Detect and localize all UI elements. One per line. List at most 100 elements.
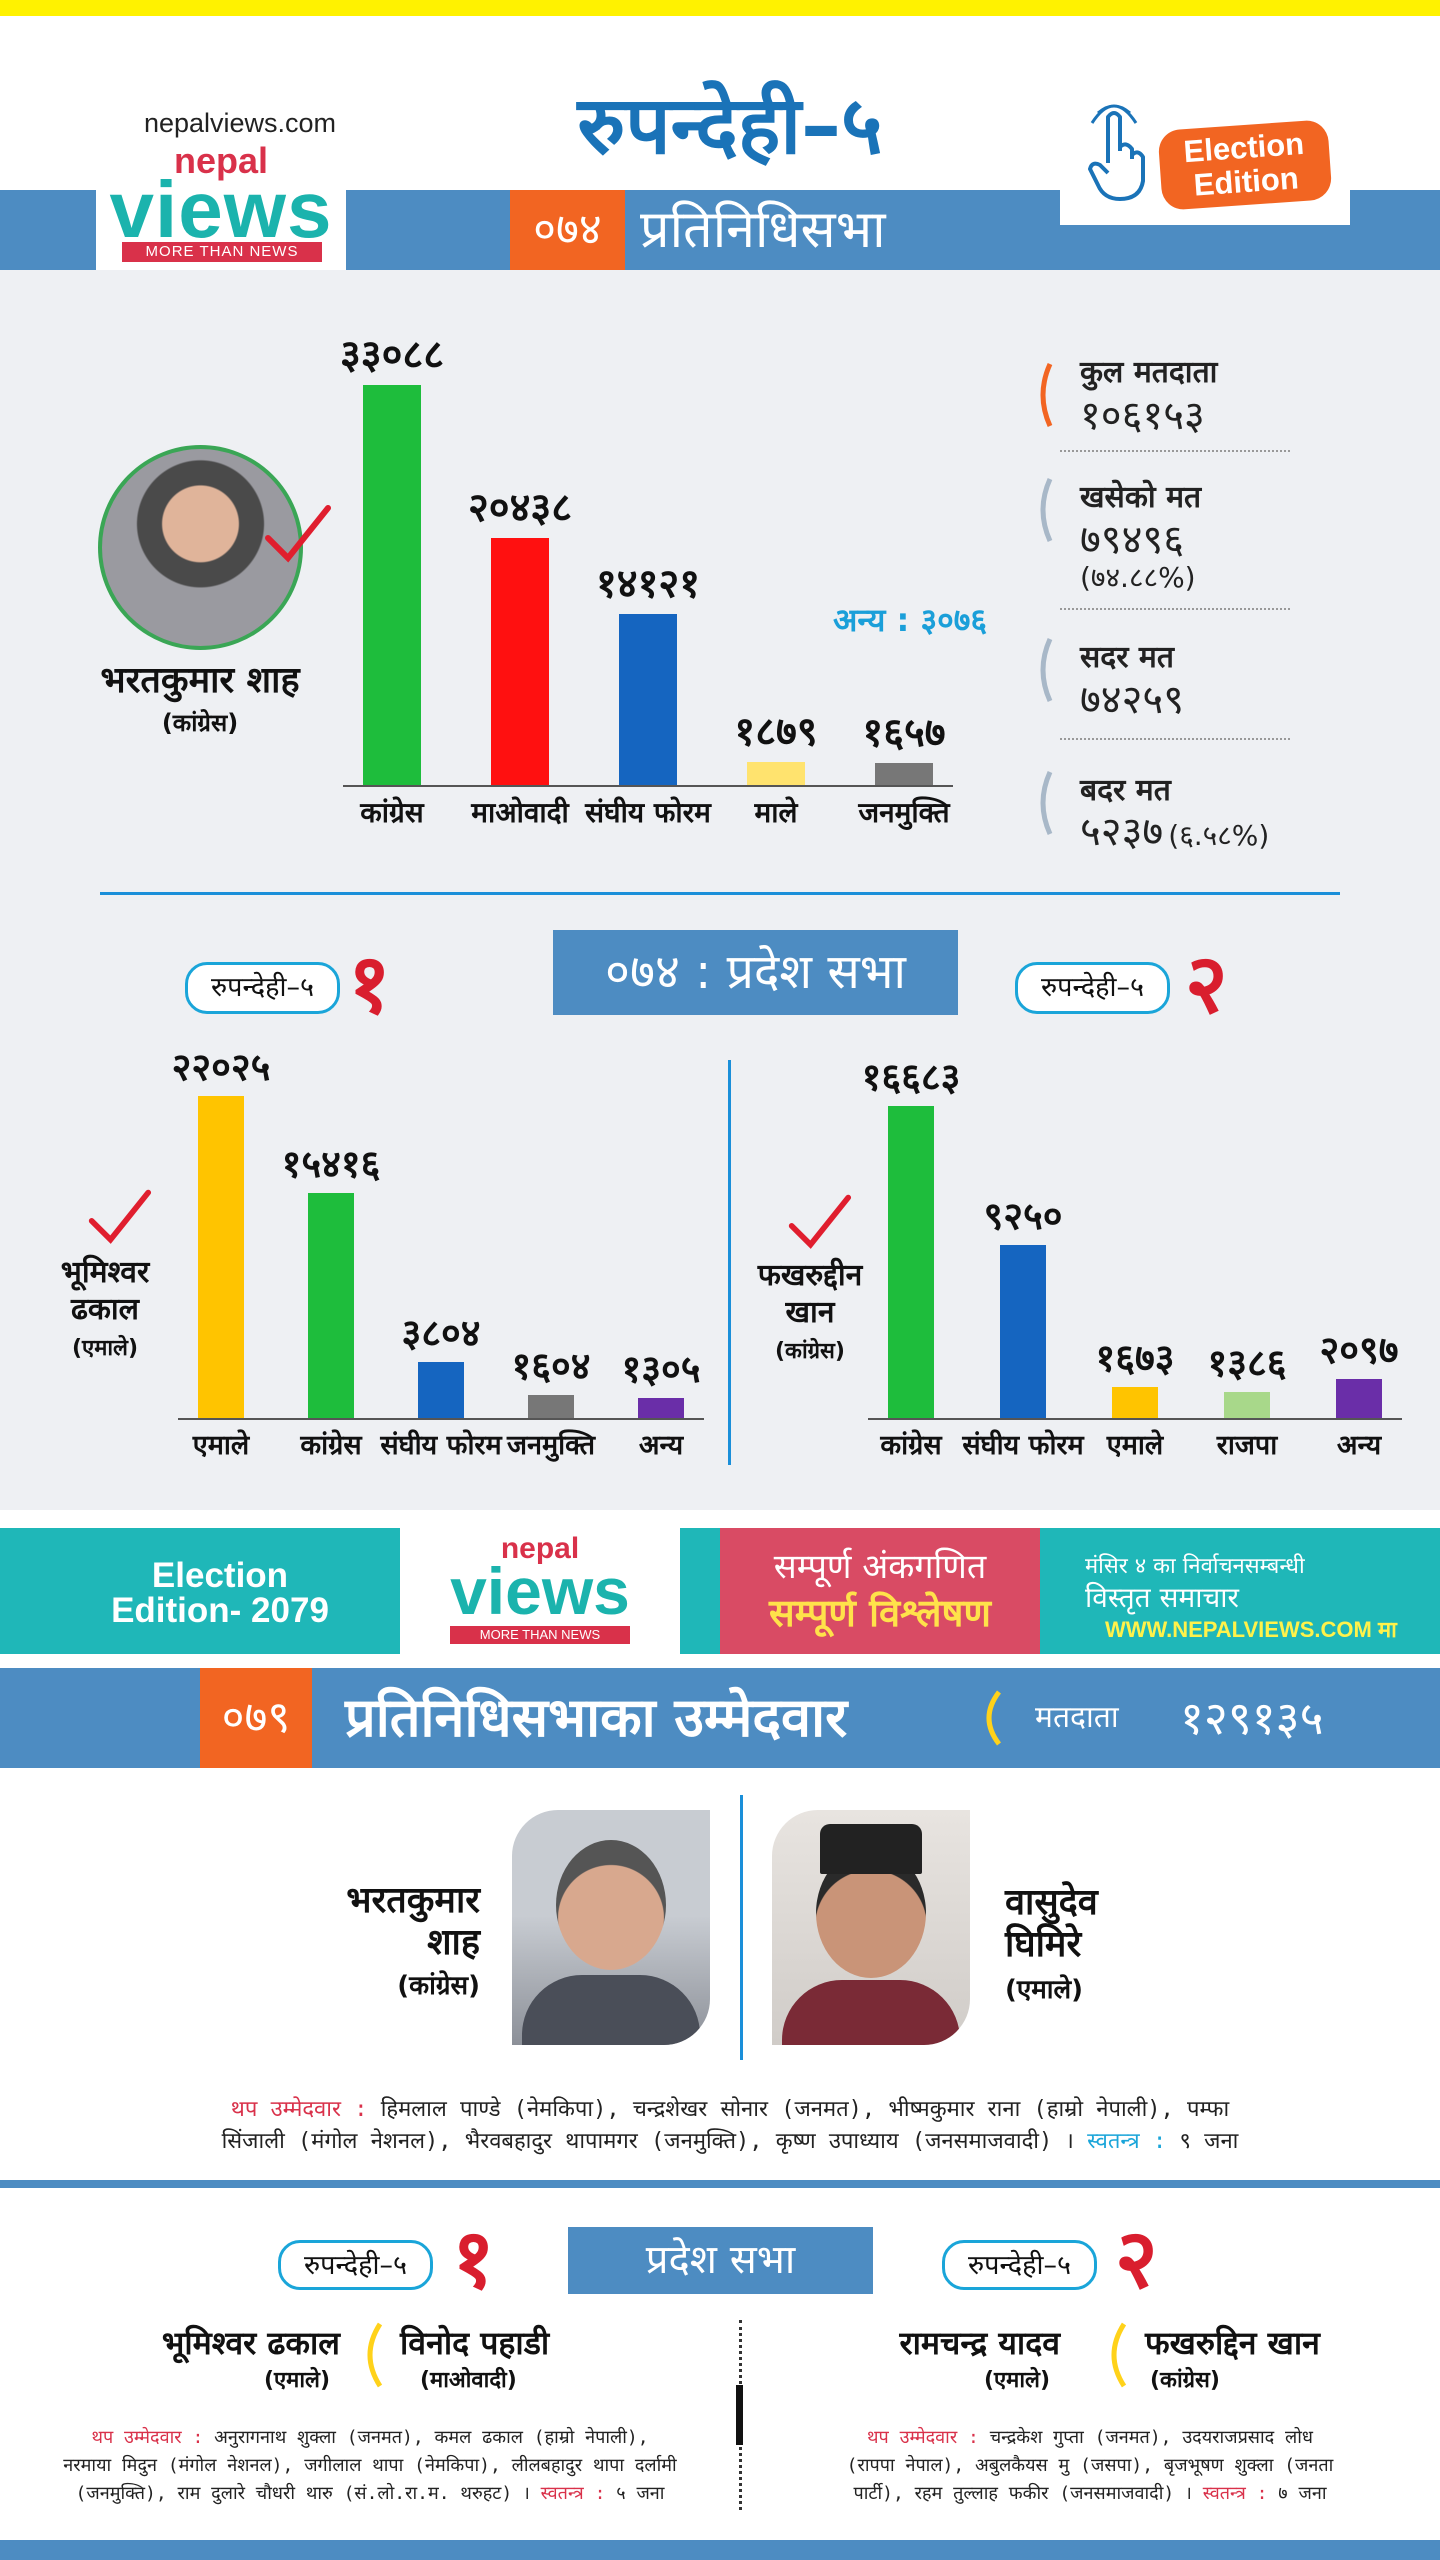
voters-value: १२९१३५ [1180,1691,1324,1745]
stat-accent-icon [1040,770,1053,836]
p2-others-text-2: (रापपा नेपाल), अबुलकैयस मु (जसपा), बृजभू… [846,2455,1334,2476]
site-url[interactable]: nepalviews.com [143,108,337,138]
bar-5 [638,1398,684,1418]
year-badge-2079: ०७९ [200,1668,312,1768]
category-label-2: कांग्रेस [300,1430,362,1461]
cand1-photo [512,1810,710,2045]
total-voters-label: कुल मतदाता [1080,355,1218,390]
voting-hand-icon [1088,104,1145,201]
banner-red-line2: सम्पूर्ण विश्लेषण [769,1591,991,1635]
pradesh1-2074-bar-chart: २२०२५ एमाले १५४१६ कांग्रेस ३८०४ संघीय फोरम १६०… [172,1040,704,1510]
p2-cand-a-party: (एमाले) [983,2368,1050,2393]
pradesh1-winner-party: (एमाले) [71,1336,139,1361]
constituency-number-1-2079: १ [452,2212,495,2307]
cand2-photo [772,1810,970,2045]
bar-1 [363,385,421,785]
banner-red-line1: सम्पूर्ण अंकगणित [773,1547,987,1587]
bar-1 [888,1106,934,1418]
bar-3 [1112,1386,1158,1418]
others-vote-note: अन्य : ३०७६ [832,601,988,639]
vote-stats-panel: कुल मतदाता १०६१५३ खसेको मत ७९४९६ (७४.८८%… [1030,350,1410,860]
p2-others-text-1: चन्द्रकेश गुप्ता (जनमत), उदयराजप्रसाद लो… [989,2427,1313,2448]
pradesh-vertical-divider [728,1060,731,1465]
bar-value-label-2: १५४१६ [281,1141,381,1186]
p1-independent-count: ५ जना [616,2483,665,2504]
chart-baseline [178,1418,704,1420]
bar-2 [308,1192,354,1418]
pradesh1-winner-name-line2: ढकाल [70,1292,140,1327]
cand2-jacket [782,1980,960,2045]
pradesh2-winner-name-line2: खान [785,1295,835,1330]
bar-2 [491,537,549,785]
cand2-cap [820,1824,922,1874]
category-label-1: एमाले [192,1430,250,1461]
cand2-name-line1: वासुदेव [1005,1882,1098,1923]
cast-votes-value: ७९४९६ [1080,517,1184,563]
p1-cand-a-party: (एमाले) [263,2368,330,2393]
p2-independent-count: ७ जना [1278,2483,1327,2504]
p2-others-line3: पार्टी), रहम तुल्लाह फकीर (जनसमाजवादी) ।… [760,2480,1420,2508]
winner-name: भरतकुमार शाह [100,660,300,701]
p2-others-block: थप उम्मेदवार : चन्द्रकेश गुप्ता (जनमत), … [760,2424,1420,2508]
banner-logo: nepal views MORE THAN NEWS [400,1528,680,1654]
category-label-5: अन्य [1336,1430,1382,1461]
constituency-pill-1: रुपन्देही–५ [185,962,340,1014]
constituency-pill-1-2079: रुपन्देही–५ [278,2240,433,2290]
p1-others-label: थप उम्मेदवार : [91,2427,204,2448]
cand2-name-line2: घिमिरे [1005,1924,1082,1965]
category-label-1: कांग्रेस [360,796,424,829]
winner-check-icon [88,1189,152,1244]
bar-value-label-5: १६५७ [862,710,946,756]
chart-baseline [868,1418,1402,1420]
p2-others-line1: थप उम्मेदवार : चन्द्रकेश गुप्ता (जनमत), … [760,2424,1420,2452]
pradesh2-winner-name-line1: फखरुद्दीन [757,1258,863,1293]
cand1-name-line1: भरतकुमार [346,1880,480,1921]
pradesh-2079-title: प्रदेश सभा [568,2227,873,2294]
banner-logo-tagline: MORE THAN NEWS [450,1626,630,1644]
versus-accent-icon [1111,2322,1127,2388]
stat-divider [1060,738,1290,740]
cast-votes-pct: (७४.८८%) [1080,561,1196,594]
bar-value-label-5: १३०५ [621,1347,701,1391]
stat-accent-icon [1040,637,1053,703]
category-label-4: राजपा [1216,1430,1278,1461]
section-divider-band [0,2180,1440,2188]
category-label-5: अन्य [638,1430,684,1461]
category-label-1: कांग्रेस [880,1430,942,1461]
constituency-pill-2-2079: रुपन्देही–५ [942,2240,1097,2290]
bar-value-label-3: १६७३ [1095,1335,1175,1380]
valid-votes-label: सदर मत [1080,640,1174,675]
divider-accent [736,2385,743,2445]
p1-independent-label: स्वतन्त्र : [540,2483,606,2504]
p1-cand-a-name: भूमिश्वर ढकाल [161,2324,340,2362]
cand1-name-line2: शाह [427,1922,480,1963]
pradesh2-2074-bar-chart: १६६८३ कांग्रेस ९२५० संघीय फोरम १६७३ एमाले १३८६… [862,1040,1410,1510]
logo-tagline: MORE THAN NEWS [122,242,322,262]
hor-2079-others-line2: सिंजाली (मंगोल नेशनल), भैरवबहादुर थापामग… [120,2126,1340,2158]
banner-logo-nepal: nepal [500,1532,580,1565]
bar-value-label-3: ३८०४ [401,1311,481,1356]
banner-url[interactable]: WWW.NEPALVIEWS.COM मा [1105,1617,1397,1642]
bar-value-label-5: २०९७ [1319,1327,1399,1372]
winner-party: (कांग्रेस) [161,709,239,737]
p1-cand-b-name: विनोद पहाडी [400,2324,550,2362]
election-edition-2079-banner[interactable]: Election Edition- 2079 nepal views MORE … [0,1528,1440,1654]
bar-value-label-2: २०४३८ [468,484,572,531]
category-label-5: जनमुक्ति [858,796,950,829]
banner-ee-line2: Edition- 2079 [111,1591,329,1630]
winner-photo-bharatkumar [98,445,303,650]
bar-5 [1336,1378,1382,1418]
total-voters-value: १०६१५३ [1080,393,1205,439]
bar-3 [619,614,677,785]
hor-2079-others-line1: थप उम्मेदवार : हिमलाल पाण्डे (नेमकिपा), … [120,2094,1340,2126]
winner-check-icon [265,505,331,563]
category-label-4: माले [754,796,798,829]
bar-5 [875,763,933,785]
constituency-number-2-2079: २ [1115,2212,1158,2307]
bar-3 [418,1362,464,1418]
p1-cand-b-party: (माओवादी) [420,2368,517,2393]
cand1-party: (कांग्रेस) [397,1971,480,2001]
nepalviews-logo[interactable]: nepal views MORE THAN NEWS [96,140,346,270]
invalid-votes-pct: (६.५८%) [1168,819,1270,852]
stat-accent-icon [1040,477,1053,543]
